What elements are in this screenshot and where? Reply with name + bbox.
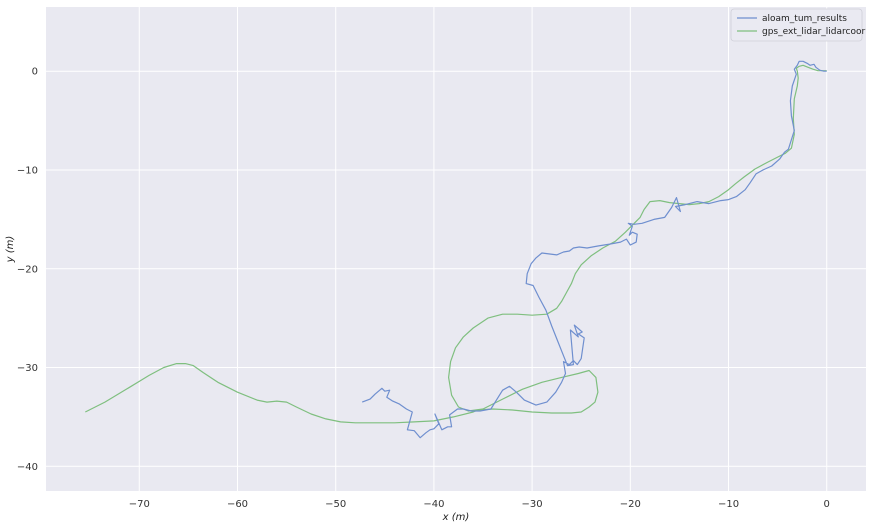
grid bbox=[46, 7, 866, 491]
x-tick-label: −70 bbox=[129, 499, 150, 510]
legend-label-gps: gps_ext_lidar_lidarcoor bbox=[762, 27, 865, 37]
y-tick-label: −40 bbox=[17, 462, 38, 473]
x-tick-label: −40 bbox=[423, 499, 444, 510]
y-tick-label: 0 bbox=[32, 67, 38, 78]
y-tick-label: −20 bbox=[17, 264, 38, 275]
plot-area bbox=[46, 7, 866, 491]
legend-label-aloam: aloam_tum_results bbox=[762, 14, 847, 24]
x-tick-label: −30 bbox=[522, 499, 543, 510]
y-axis-label: y (m) bbox=[5, 236, 16, 264]
x-tick-label: −20 bbox=[620, 499, 641, 510]
y-tick-label: −30 bbox=[17, 363, 38, 374]
x-tick-label: −10 bbox=[718, 499, 739, 510]
x-tick-label: −60 bbox=[227, 499, 248, 510]
series-line-aloam_tum_results bbox=[361, 60, 827, 439]
series-line-gps_ext_lidar_lidarcoor bbox=[85, 64, 827, 424]
legend-box bbox=[730, 8, 863, 42]
series-lines bbox=[85, 60, 827, 439]
legend: aloam_tum_results gps_ext_lidar_lidarcoo… bbox=[730, 8, 865, 42]
x-tick-label: 0 bbox=[824, 499, 830, 510]
x-tick-label: −50 bbox=[325, 499, 346, 510]
x-axis-label: x (m) bbox=[442, 512, 470, 523]
tick-labels: −70 −60 −50 −40 −30 −20 −10 0 0 −10 −20 −30 −40 bbox=[17, 67, 830, 510]
y-tick-label: −10 bbox=[17, 165, 38, 176]
